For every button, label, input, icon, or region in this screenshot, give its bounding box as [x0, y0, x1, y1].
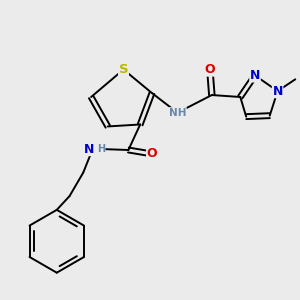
- Text: N: N: [84, 142, 94, 155]
- Text: H: H: [97, 144, 105, 154]
- Text: O: O: [205, 63, 215, 76]
- Text: N: N: [272, 85, 283, 98]
- Text: O: O: [147, 147, 157, 161]
- Text: NH: NH: [169, 108, 186, 118]
- Text: S: S: [119, 63, 128, 76]
- Text: N: N: [250, 69, 260, 82]
